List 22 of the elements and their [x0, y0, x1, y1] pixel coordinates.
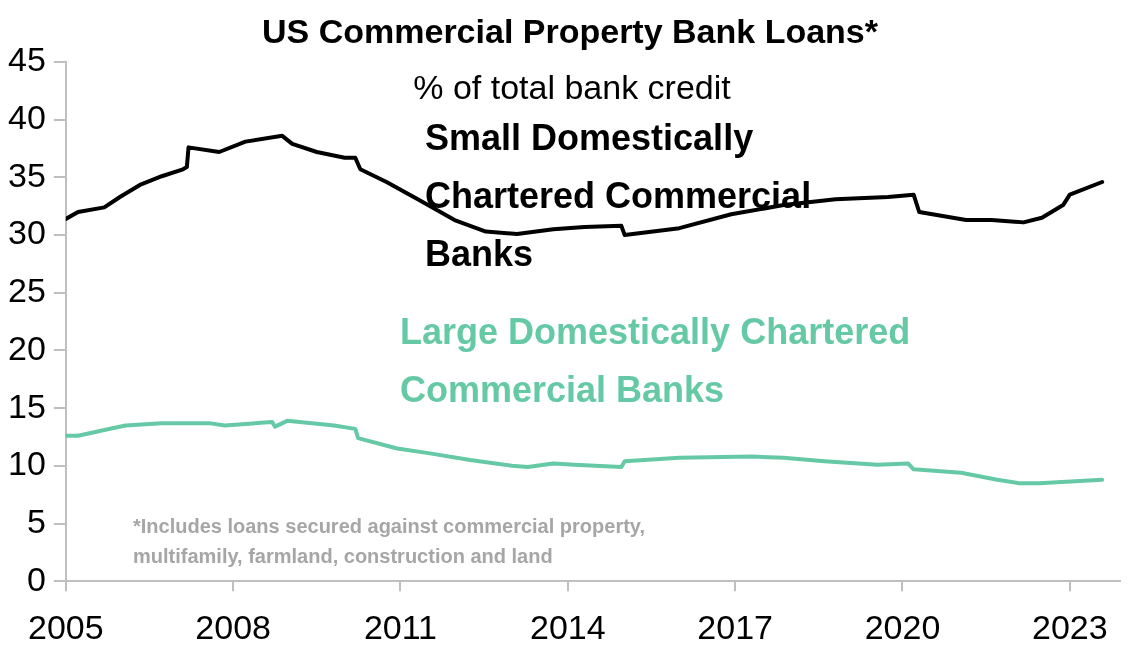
y-tick-label: 30 — [7, 213, 46, 252]
y-tick-label: 25 — [7, 271, 46, 310]
y-tick-label: 45 — [7, 40, 46, 79]
y-tick-label: 5 — [26, 501, 46, 540]
x-tick-label: 2014 — [529, 607, 606, 646]
x-tick-label: 2008 — [195, 607, 271, 646]
y-tick-label: 20 — [7, 328, 46, 367]
annotation: *Includes loans secured against commercial property, multifamily, farmland, construction and land — [133, 514, 646, 567]
chart-title: US Commercial Property Bank Loans* — [262, 12, 879, 51]
y-tick-label: 10 — [7, 444, 46, 483]
series-label: Large Domestically Chartered Commercial Banks — [400, 310, 911, 410]
y-tick-label: 40 — [7, 98, 46, 137]
x-tick-label: 2011 — [363, 607, 438, 646]
x-tick-label: 2017 — [697, 607, 773, 646]
x-tick-label: 2005 — [28, 607, 104, 646]
y-tick-label: 35 — [7, 155, 46, 194]
chart-subtitle: % of total bank credit — [413, 68, 732, 107]
y-tick-label: 15 — [7, 386, 46, 425]
series-label: Small Domestically Chartered Commercial Banks — [425, 116, 812, 274]
y-tick-label: 0 — [26, 559, 46, 598]
x-tick-label: 2023 — [1031, 607, 1108, 646]
x-tick-label: 2020 — [864, 607, 941, 646]
